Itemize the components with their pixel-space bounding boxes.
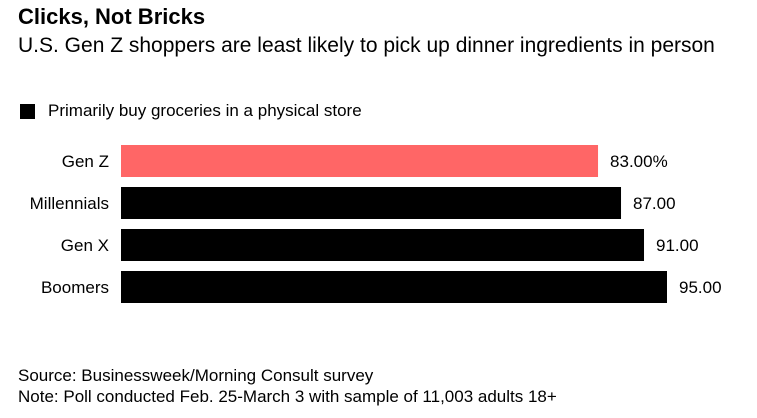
value-label-boomers: 95.00: [679, 278, 722, 297]
chart-subtitle: U.S. Gen Z shoppers are least likely to …: [18, 34, 715, 57]
bar-millennials: [121, 187, 622, 219]
chart-legend: Primarily buy groceries in a physical st…: [20, 100, 362, 122]
source-note: Source: Businessweek/Morning Consult sur…: [18, 366, 374, 385]
methodology-note: Note: Poll conducted Feb. 25-March 3 wit…: [18, 387, 557, 406]
value-label-gen-z: 83.00%: [610, 152, 668, 171]
bar-gen-z: [121, 145, 599, 177]
value-label-millennials: 87.00: [633, 194, 676, 213]
value-label-gen-x: 91.00: [656, 236, 699, 255]
bar-gen-x: [121, 229, 645, 261]
bar-chart: Gen Z 83.00% Millennials 87.00 Gen X 91.00 Boo…: [30, 145, 722, 303]
bar-boomers: [121, 271, 667, 303]
category-label-gen-z: Gen Z: [62, 152, 109, 171]
chart-title: Clicks, Not Bricks: [18, 4, 206, 29]
legend-swatch: [20, 103, 35, 119]
legend-label: Primarily buy groceries in a physical st…: [48, 101, 362, 120]
category-label-millennials: Millennials: [30, 194, 109, 213]
chart-footer: Source: Businessweek/Morning Consult sur…: [18, 365, 557, 407]
category-label-boomers: Boomers: [41, 278, 109, 297]
category-label-gen-x: Gen X: [61, 236, 109, 255]
